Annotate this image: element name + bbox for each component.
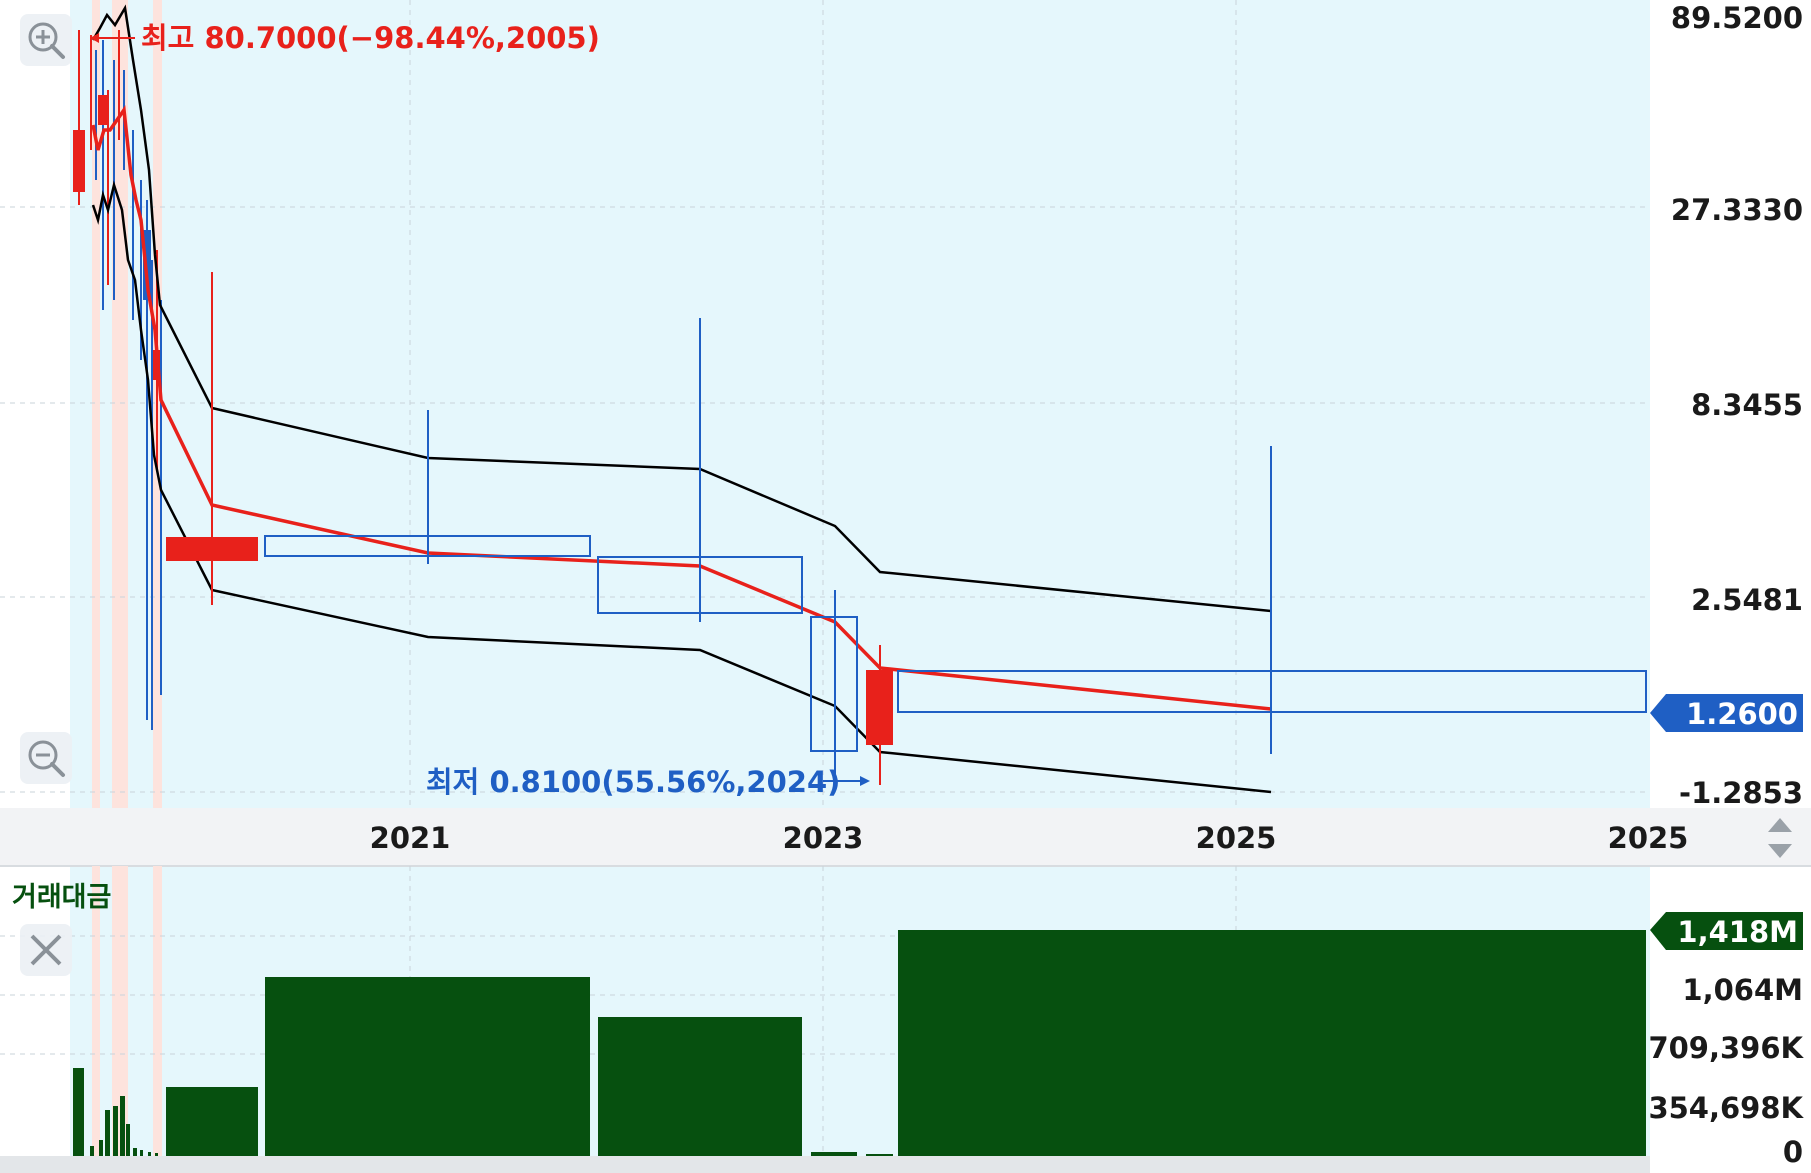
- low-annotation-label: 최저 0.8100(55.56%,2024): [426, 765, 840, 799]
- volume-tick-3: 709,396K: [1648, 1031, 1804, 1065]
- price-axis: 89.5200 27.3330 8.3455 2.5481 -1.2853: [1671, 1, 1803, 810]
- price-tick-5: -1.2853: [1679, 776, 1803, 810]
- volume-baseline: [0, 1156, 1650, 1173]
- volume-current-tag: 1,418M: [1650, 912, 1803, 950]
- current-price-label: 1.2600: [1686, 697, 1798, 731]
- time-tick-3: 2025: [1196, 821, 1277, 855]
- price-plot-area: [70, 0, 1650, 808]
- candle-2023-b: [866, 645, 893, 785]
- high-annotation-label: 최고 80.7000(−98.44%,2005): [141, 21, 600, 55]
- candle-2023-a: [810, 590, 858, 782]
- candle-2024: [897, 446, 1647, 754]
- zoom-in-icon: [28, 22, 65, 59]
- candle-2019: [166, 272, 258, 605]
- price-tick-4: 2.5481: [1691, 583, 1803, 617]
- candle-2022: [597, 318, 803, 622]
- high-annotation: 최고 80.7000(−98.44%,2005): [90, 21, 600, 55]
- volume-tick-5: 0: [1783, 1135, 1803, 1169]
- price-tick-3: 8.3455: [1691, 388, 1803, 422]
- time-tick-1: 2021: [370, 821, 451, 855]
- low-annotation: 최저 0.8100(55.56%,2024): [426, 765, 870, 799]
- current-price-tag: 1.2600: [1650, 694, 1803, 732]
- volume-bar-2020: [265, 977, 590, 1156]
- moving-average-line: [91, 105, 1272, 711]
- volume-bar-2023-b: [866, 1154, 893, 1156]
- volume-current-label: 1,418M: [1677, 915, 1798, 949]
- time-axis: 2021 2023 2025 2025: [370, 821, 1689, 855]
- volume-indicator-label: 거래대금: [12, 882, 111, 913]
- volume-bars: [73, 930, 1646, 1156]
- zoom-out-button[interactable]: [20, 732, 72, 784]
- price-tick-1: 89.5200: [1671, 1, 1803, 35]
- candle-2020: [264, 410, 591, 564]
- volume-bar-2024: [898, 930, 1646, 1156]
- volume-bar-2022: [598, 1017, 802, 1156]
- upper-band-line: [91, 4, 1272, 613]
- zoom-out-icon: [28, 740, 65, 777]
- lower-band-line: [91, 180, 1272, 794]
- close-indicator-button[interactable]: [20, 924, 72, 976]
- time-tick-2: 2023: [783, 821, 864, 855]
- volume-axis: 1,064M 709,396K 354,698K 0: [1648, 973, 1804, 1169]
- volume-tick-4: 354,698K: [1648, 1091, 1804, 1125]
- volume-bar-2019: [166, 1087, 258, 1156]
- close-icon: [30, 934, 62, 966]
- volume-tick-2: 1,064M: [1682, 973, 1803, 1007]
- price-tick-2: 27.3330: [1671, 193, 1803, 227]
- time-axis-bg: [0, 808, 1811, 866]
- zoom-in-button[interactable]: [20, 14, 72, 66]
- time-tick-4: 2025: [1608, 821, 1689, 855]
- volume-bar-2023-a: [811, 1152, 857, 1156]
- updown-arrows-icon[interactable]: [1768, 818, 1792, 858]
